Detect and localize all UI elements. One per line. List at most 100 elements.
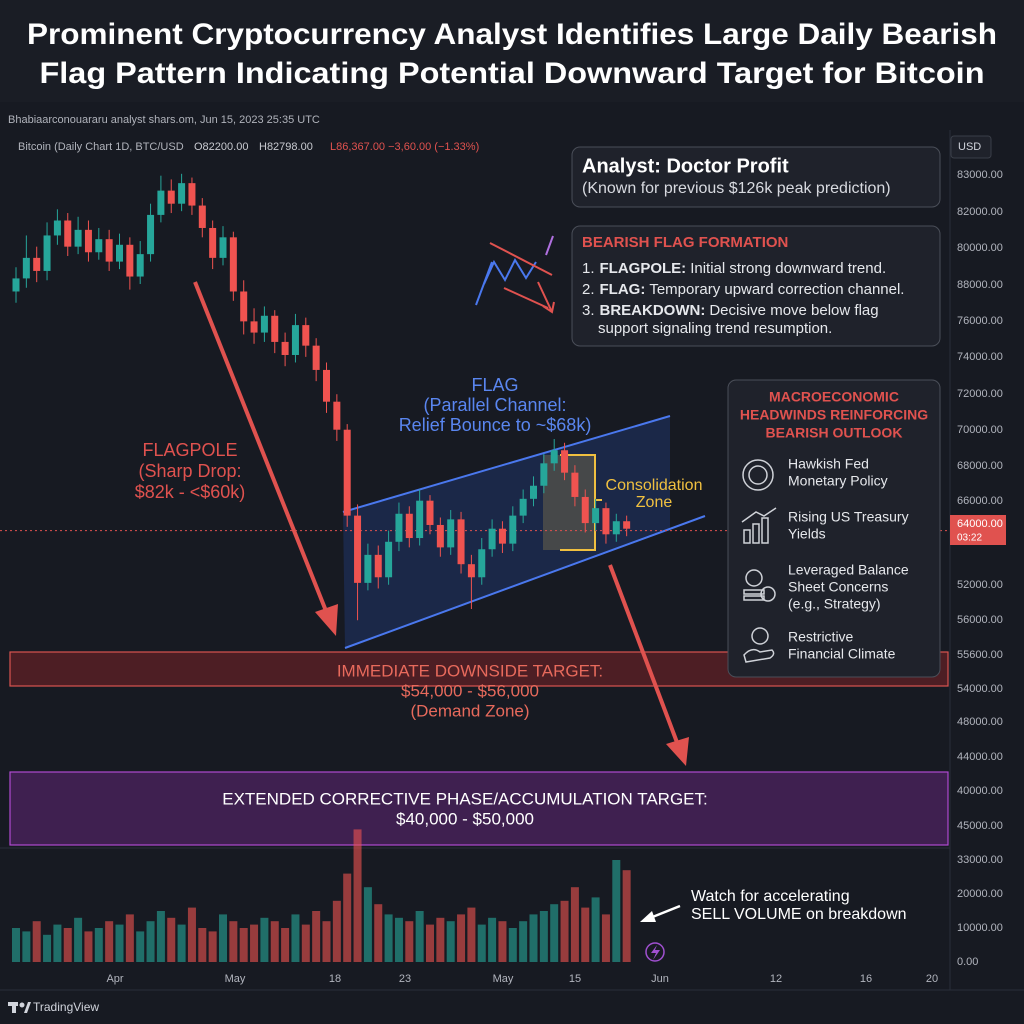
- candle-body: [136, 254, 144, 277]
- volume-bar: [198, 928, 207, 962]
- annotation-line: BEARISH OUTLOOK: [766, 425, 903, 441]
- candle-body: [167, 190, 175, 204]
- candle-body: [530, 485, 537, 499]
- candle-body: [343, 429, 351, 516]
- candle-body: [147, 214, 155, 255]
- candle-body: [405, 513, 413, 539]
- tradingview-logo: [8, 1002, 31, 1013]
- y-tick-label: 74000.00: [957, 351, 1003, 363]
- candle-body: [84, 229, 92, 253]
- x-tick-label: 20: [926, 973, 938, 985]
- volume-bar: [250, 924, 259, 962]
- candle-body: [323, 369, 330, 402]
- list-item: 3. BREAKDOWN: Decisive move below flag: [582, 302, 879, 319]
- volume-bar: [219, 914, 227, 962]
- candle-body: [219, 237, 227, 258]
- volume-bar: [529, 914, 538, 962]
- candle-body: [519, 498, 527, 516]
- volume-bar: [312, 911, 321, 962]
- list-text: support signaling trend resumption.: [598, 320, 832, 337]
- volume-bar: [477, 924, 486, 962]
- volume-bar: [208, 931, 217, 962]
- candle-body: [416, 500, 424, 539]
- candle-body: [550, 450, 558, 464]
- volume-bar: [457, 914, 466, 962]
- macro-item: Hawkish Fed: [788, 456, 869, 472]
- y-tick-label: 40000.00: [957, 785, 1003, 797]
- y-tick-label: 83000.00: [957, 169, 1003, 181]
- lightning-icon: [645, 942, 665, 962]
- volume-bar: [467, 907, 476, 962]
- volume-bar: [187, 907, 196, 962]
- candle-body: [116, 244, 123, 262]
- y-tick-label: 70000.00: [957, 424, 1003, 436]
- annotation-line: $40,000 - $50,000: [396, 809, 534, 828]
- volume-bar: [156, 911, 165, 962]
- volume-bar: [94, 928, 103, 962]
- lightning-bolt: [651, 945, 660, 960]
- candle-body: [602, 508, 610, 535]
- candle-body: [95, 239, 103, 253]
- volume-bar: [177, 924, 186, 962]
- candle-body: [374, 554, 382, 578]
- volume-bar: [394, 917, 403, 962]
- annotation-line: SELL VOLUME on breakdown: [691, 906, 907, 923]
- volume-bar: [353, 829, 362, 962]
- breakdown-arrow: [608, 564, 689, 766]
- volume-bar: [446, 921, 455, 962]
- volume-bar: [498, 921, 507, 962]
- volume-bar: [12, 928, 20, 962]
- y-tick-label: 76000.00: [957, 315, 1003, 327]
- analyst-title: Analyst: Doctor Profit: [582, 155, 789, 177]
- annotation-line: Watch for accelerating: [691, 888, 850, 905]
- volume-bar: [436, 917, 445, 962]
- volume-bar: [415, 911, 424, 962]
- macro-item: Financial Climate: [788, 646, 896, 662]
- accumulation-zone: [9, 771, 949, 846]
- annotation-line: Consolidation: [606, 477, 703, 494]
- volume-bar: [560, 900, 569, 962]
- volume-bar: [281, 928, 290, 962]
- symbol: Bitcoin (Daily Chart 1D, BTC/USD: [18, 141, 184, 153]
- macro-item: Leveraged Balance: [788, 562, 909, 578]
- candle-body: [126, 244, 134, 277]
- candle-body: [561, 450, 569, 473]
- candle-body: [395, 513, 403, 542]
- candle-body: [198, 205, 206, 228]
- ohlc-low-change: L86,367.00 −3,60.00 (−1.33%): [330, 141, 479, 153]
- volume-bar: [74, 917, 83, 962]
- x-tick-label: 23: [399, 973, 411, 985]
- annotation-line: IMMEDIATE DOWNSIDE TARGET:: [337, 661, 603, 680]
- candle-body: [64, 220, 72, 247]
- volume-bar: [167, 917, 176, 962]
- volume-bar: [384, 914, 393, 962]
- annotation-line: $54,000 - $56,000: [401, 681, 539, 700]
- candle-body: [467, 564, 475, 578]
- volume-bar: [260, 917, 269, 962]
- candle-body: [612, 521, 620, 535]
- macro-panel: [727, 379, 941, 678]
- volume-bar: [488, 917, 497, 962]
- title-line: Prominent Cryptocurrency Analyst Identif…: [27, 18, 997, 51]
- annotation-line: FLAG: [471, 375, 518, 395]
- volume-bar: [43, 934, 52, 962]
- volume-bar: [581, 907, 590, 962]
- list-text: Initial strong downward trend.: [690, 260, 886, 277]
- candle-body: [291, 325, 299, 355]
- volume-tick-label: 20000.00: [957, 888, 1003, 900]
- x-tick-label: May: [225, 973, 246, 985]
- y-tick-label: 54000.00: [957, 683, 1003, 695]
- list-text: Decisive move below flag: [709, 302, 878, 319]
- volume-bar: [32, 921, 41, 962]
- list-marker: 3.: [582, 302, 595, 319]
- consolidation-bracket: [560, 454, 596, 551]
- last-price-label: 64000.00: [957, 518, 1003, 530]
- volume-bar: [622, 870, 631, 962]
- last-price-timer: 03:22: [957, 533, 982, 544]
- volume-tick-label: 33000.00: [957, 854, 1003, 866]
- volume-bar: [115, 924, 124, 962]
- x-tick-label: Jun: [651, 973, 669, 985]
- candle-body: [43, 235, 51, 271]
- volume-bar: [332, 900, 341, 962]
- candle-body: [498, 528, 506, 544]
